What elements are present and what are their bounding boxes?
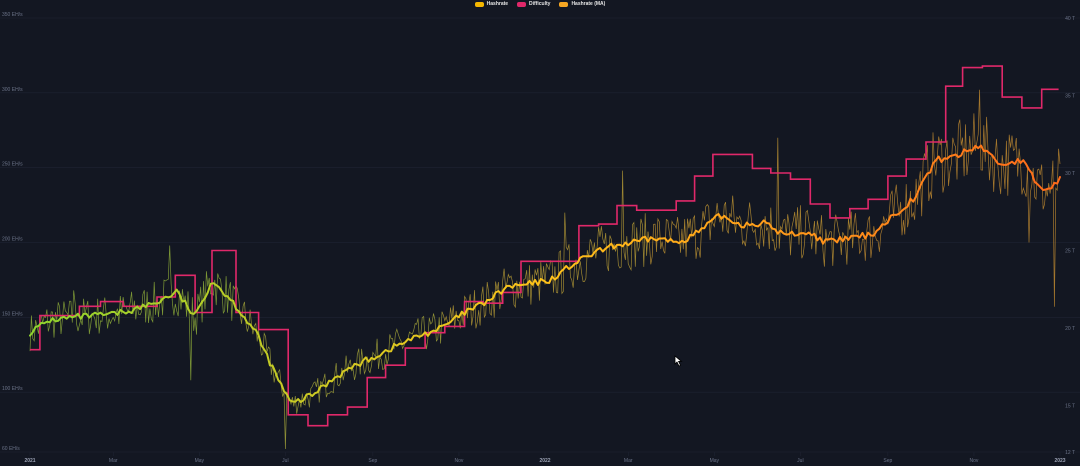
y-left-tick-label: 150 EH/s bbox=[2, 311, 23, 317]
chart-legend: Hashrate Difficulty Hashrate (MA) bbox=[0, 1, 1080, 7]
hashrate-line bbox=[29, 245, 237, 381]
y-right-tick-label: 12 T bbox=[1065, 450, 1075, 456]
x-tick-label: 2023 bbox=[1054, 458, 1065, 464]
y-left-tick-label: 250 EH/s bbox=[2, 162, 23, 168]
y-right-tick-label: 20 T bbox=[1065, 326, 1075, 332]
hashrate-line bbox=[235, 285, 443, 450]
y-right-tick-label: 30 T bbox=[1065, 171, 1075, 177]
x-tick-label: May bbox=[710, 458, 720, 464]
x-tick-label: Jul bbox=[282, 458, 288, 464]
y-left-tick-label: 100 EH/s bbox=[2, 386, 23, 392]
mouse-cursor-icon bbox=[674, 355, 683, 367]
x-tick-label: May bbox=[195, 458, 205, 464]
y-left-tick-label: 350 EH/s bbox=[2, 12, 23, 18]
hashrate-line bbox=[647, 137, 855, 267]
legend-item-difficulty[interactable]: Difficulty bbox=[517, 1, 550, 7]
hashrate-ma-series bbox=[29, 144, 1061, 403]
difficulty-series bbox=[30, 65, 1059, 427]
grid-lines bbox=[0, 17, 1080, 456]
x-tick-label: 2022 bbox=[539, 458, 550, 464]
hashrate-series bbox=[29, 89, 1061, 450]
y-left-tick-label: 200 EH/s bbox=[2, 236, 23, 242]
axis-labels: 60 EH/s 100 EH/s 150 EH/s 200 EH/s 250 EH/s 3… bbox=[2, 12, 1075, 464]
x-tick-label: Nov bbox=[454, 458, 463, 464]
legend-item-hashrate-ma[interactable]: Hashrate (MA) bbox=[559, 1, 605, 7]
y-left-tick-label: 300 EH/s bbox=[2, 87, 23, 93]
hashrate-line bbox=[441, 170, 649, 329]
y-right-tick-label: 25 T bbox=[1065, 249, 1075, 255]
y-right-tick-label: 40 T bbox=[1065, 16, 1075, 22]
legend-swatch-hashrate-ma bbox=[559, 1, 569, 7]
x-tick-label: Sep bbox=[368, 458, 377, 464]
x-tick-label: Nov bbox=[969, 458, 978, 464]
x-tick-label: Sep bbox=[883, 458, 892, 464]
hashrate-ma-line bbox=[29, 144, 1061, 403]
hashrate-line bbox=[853, 89, 1061, 307]
x-tick-label: Mar bbox=[109, 458, 118, 464]
legend-swatch-difficulty bbox=[517, 1, 527, 7]
legend-item-hashrate[interactable]: Hashrate bbox=[474, 1, 509, 7]
y-right-tick-label: 15 T bbox=[1065, 404, 1075, 410]
legend-label-difficulty: Difficulty bbox=[529, 1, 551, 7]
y-right-tick-label: 35 T bbox=[1065, 94, 1075, 100]
y-left-tick-label: 60 EH/s bbox=[2, 446, 20, 452]
x-tick-label: 2021 bbox=[24, 458, 35, 464]
x-tick-label: Mar bbox=[624, 458, 633, 464]
difficulty-line bbox=[30, 65, 1059, 427]
legend-swatch-hashrate bbox=[474, 1, 484, 7]
legend-label-hashrate: Hashrate bbox=[486, 1, 509, 7]
legend-label-hashrate-ma: Hashrate (MA) bbox=[571, 1, 606, 7]
x-tick-label: Jul bbox=[797, 458, 803, 464]
